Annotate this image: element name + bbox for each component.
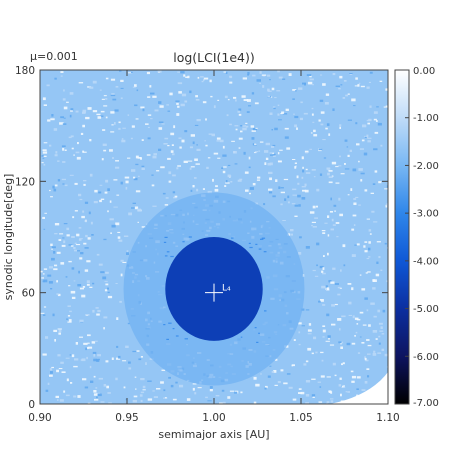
marker-label: L₄ (222, 284, 231, 294)
x-tick-label: 1.00 (202, 412, 225, 424)
y-tick-label: 0 (28, 399, 35, 411)
colorbar-tick-label: -4.00 (413, 256, 439, 267)
y-ticks: 0 60 120 180 (15, 65, 388, 411)
x-axis: 0.90 0.95 1.00 1.05 1.10 semimajor axis [AU] (28, 70, 400, 441)
x-tick-label: 0.95 (115, 412, 138, 424)
colorbar: 0.00 -1.00 -2.00 -3.00 -4.00 -5.00 -6.00 -7.00 (394, 66, 439, 409)
y-tick-label: 120 (15, 176, 35, 188)
colorbar-bar (394, 69, 410, 405)
mu-label: μ=0.001 (30, 50, 78, 63)
colorbar-tick-label: -6.00 (413, 352, 439, 363)
y-tick-label: 60 (22, 288, 35, 300)
colorbar-tick-label: -1.00 (413, 113, 439, 124)
colorbar-tick-label: -7.00 (413, 398, 439, 409)
heatmap-area (40, 70, 388, 404)
lower-right-chaotic-corner (330, 372, 388, 404)
y-axis-title: synodic longitude[deg] (2, 174, 15, 301)
marker-l4: L₄ (205, 283, 231, 302)
y-axis: 0 60 120 180 synodic longitude[deg] (2, 65, 388, 411)
x-tick-label: 1.10 (376, 412, 399, 424)
colorbar-tick-label: 0.00 (413, 66, 435, 77)
chart-title: log(LCI(1e4)) (173, 50, 255, 65)
y-tick-label: 180 (15, 65, 35, 77)
x-tick-label: 0.90 (28, 412, 51, 424)
colorbar-tick-label: -2.00 (413, 161, 439, 172)
x-ticks: 0.90 0.95 1.00 1.05 1.10 (28, 70, 400, 424)
x-axis-title: semimajor axis [AU] (158, 428, 269, 441)
ring-speckles (163, 236, 267, 343)
colorbar-tick-label: -5.00 (413, 304, 439, 315)
x-tick-label: 1.05 (289, 412, 312, 424)
colorbar-ticks: 0.00 -1.00 -2.00 -3.00 -4.00 -5.00 -6.00 -7.00 (405, 66, 439, 409)
colorbar-tick-label: -3.00 (413, 209, 439, 220)
